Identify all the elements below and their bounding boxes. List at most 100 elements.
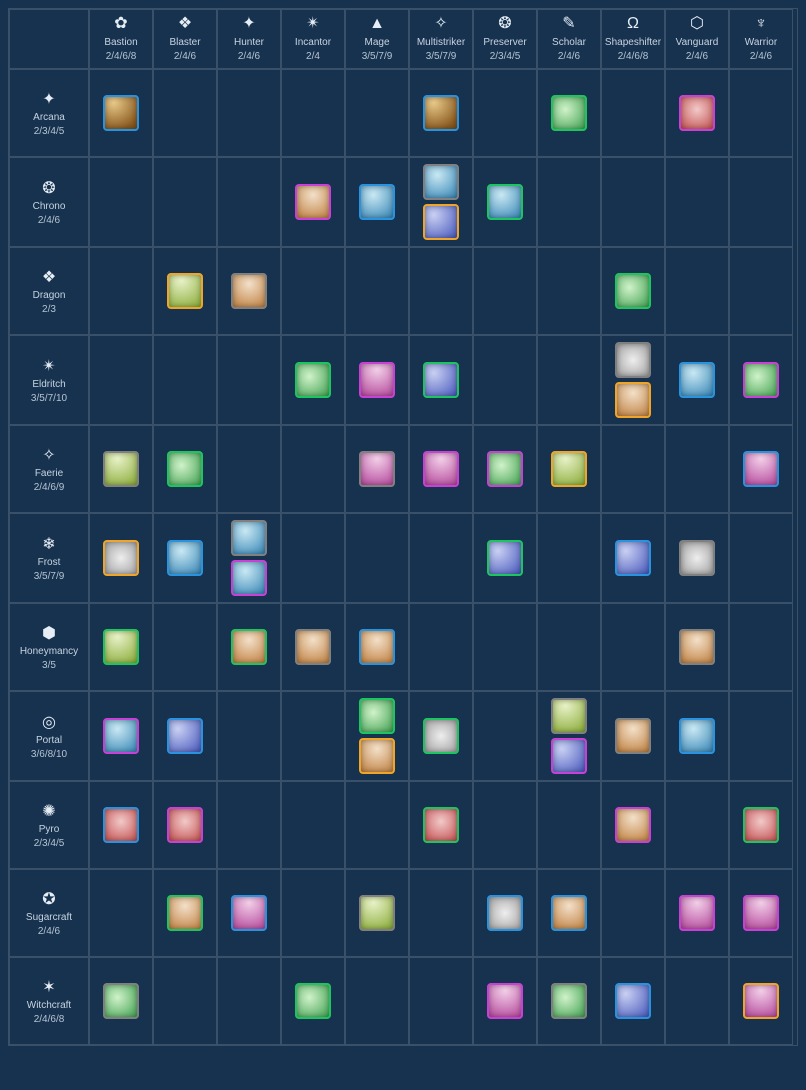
col-header[interactable]: ✦Hunter2/4/6 [217,9,281,69]
champion-tile[interactable] [423,95,459,131]
champion-tile[interactable] [615,983,651,1019]
col-header[interactable]: ⬡Vanguard2/4/6 [665,9,729,69]
row-header[interactable]: ❄Frost3/5/7/9 [9,513,89,603]
champion-tile[interactable] [423,164,459,200]
champion-tile[interactable] [167,807,203,843]
champion-tile[interactable] [359,738,395,774]
matrix-cell [345,691,409,781]
champion-tile[interactable] [295,983,331,1019]
champion-tile[interactable] [615,273,651,309]
champion-tile[interactable] [615,382,651,418]
champion-tile[interactable] [679,362,715,398]
origin-icon: ✶ [42,977,55,997]
champion-tile[interactable] [103,451,139,487]
row-header[interactable]: ⬢Honeymancy3/5 [9,603,89,691]
matrix-cell [89,157,153,247]
champion-tile[interactable] [487,983,523,1019]
champion-tile[interactable] [423,718,459,754]
champion-tile[interactable] [103,629,139,665]
champion-tile[interactable] [487,184,523,220]
champion-tile[interactable] [551,451,587,487]
champion-tile[interactable] [103,983,139,1019]
champion-tile[interactable] [551,698,587,734]
champion-tile[interactable] [551,983,587,1019]
champion-tile[interactable] [103,807,139,843]
champion-tile[interactable] [487,451,523,487]
champion-tile[interactable] [167,895,203,931]
champion-tile[interactable] [743,362,779,398]
matrix-cell [89,335,153,425]
champion-tile[interactable] [679,718,715,754]
champion-tile[interactable] [167,273,203,309]
champion-tile[interactable] [231,273,267,309]
origin-breakpoints: 3/5 [42,660,56,671]
champion-tile[interactable] [487,895,523,931]
col-header[interactable]: ✎Scholar2/4/6 [537,9,601,69]
row-header[interactable]: ✺Pyro2/3/4/5 [9,781,89,869]
champion-tile[interactable] [359,895,395,931]
champion-tile[interactable] [359,451,395,487]
matrix-cell [729,247,793,335]
champion-tile[interactable] [679,540,715,576]
champion-tile[interactable] [359,629,395,665]
col-header[interactable]: ΩShapeshifter2/4/6/8 [601,9,665,69]
champion-tile[interactable] [679,95,715,131]
col-header[interactable]: ✿Bastion2/4/6/8 [89,9,153,69]
matrix-cell [537,691,601,781]
champion-tile[interactable] [743,451,779,487]
col-header[interactable]: ❖Blaster2/4/6 [153,9,217,69]
champion-tile[interactable] [295,629,331,665]
champion-tile[interactable] [231,560,267,596]
col-header[interactable]: ✧Multistriker3/5/7/9 [409,9,473,69]
champion-tile[interactable] [551,95,587,131]
col-header[interactable]: ❂Preserver2/3/4/5 [473,9,537,69]
champion-tile[interactable] [615,540,651,576]
champion-tile[interactable] [103,95,139,131]
class-icon: ✴ [306,16,319,32]
row-header[interactable]: ✧Faerie2/4/6/9 [9,425,89,513]
champion-tile[interactable] [359,184,395,220]
row-header[interactable]: ✶Witchcraft2/4/6/8 [9,957,89,1045]
champion-tile[interactable] [615,342,651,378]
champion-tile[interactable] [743,895,779,931]
col-header[interactable]: ♆Warrior2/4/6 [729,9,793,69]
champion-tile[interactable] [743,807,779,843]
champion-tile[interactable] [423,807,459,843]
champion-tile[interactable] [167,718,203,754]
champion-tile[interactable] [359,698,395,734]
row-header[interactable]: ◎Portal3/6/8/10 [9,691,89,781]
row-header[interactable]: ✴Eldritch3/5/7/10 [9,335,89,425]
row-header[interactable]: ❂Chrono2/4/6 [9,157,89,247]
champion-tile[interactable] [167,451,203,487]
champion-tile[interactable] [423,451,459,487]
champion-tile[interactable] [487,540,523,576]
champion-tile[interactable] [679,629,715,665]
matrix-cell [729,869,793,957]
col-header[interactable]: ▲Mage3/5/7/9 [345,9,409,69]
champion-tile[interactable] [615,807,651,843]
col-header[interactable]: ✴Incantor2/4 [281,9,345,69]
champion-tile[interactable] [359,362,395,398]
champion-tile[interactable] [423,362,459,398]
row-header[interactable]: ✦Arcana2/3/4/5 [9,69,89,157]
champion-tile[interactable] [295,362,331,398]
champion-tile[interactable] [103,718,139,754]
origin-label: Chrono [33,201,66,212]
champion-tile[interactable] [167,540,203,576]
champion-tile[interactable] [103,540,139,576]
champion-tile[interactable] [423,204,459,240]
champion-tile[interactable] [743,983,779,1019]
champion-tile[interactable] [551,738,587,774]
champion-tile[interactable] [551,895,587,931]
origin-icon: ◎ [42,712,56,732]
origin-icon: ⬢ [42,623,56,643]
row-header[interactable]: ✪Sugarcraft2/4/6 [9,869,89,957]
champion-tile[interactable] [231,629,267,665]
matrix-cell [473,513,537,603]
champion-tile[interactable] [231,520,267,556]
champion-tile[interactable] [295,184,331,220]
champion-tile[interactable] [679,895,715,931]
champion-tile[interactable] [615,718,651,754]
row-header[interactable]: ❖Dragon2/3 [9,247,89,335]
champion-tile[interactable] [231,895,267,931]
